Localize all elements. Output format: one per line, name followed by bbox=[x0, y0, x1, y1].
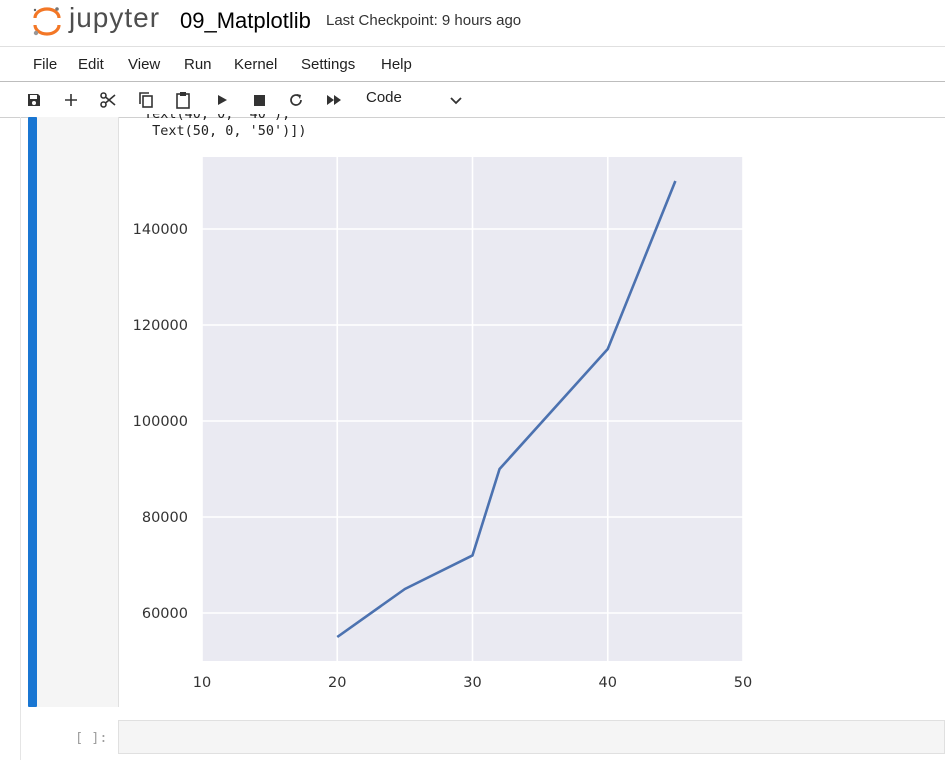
notebook-left-border bbox=[20, 117, 21, 760]
x-tick-label: 40 bbox=[599, 675, 617, 691]
x-tick-label: 10 bbox=[193, 675, 211, 691]
grid-lines bbox=[201, 157, 744, 661]
series-line bbox=[336, 180, 677, 639]
tick-labels: 10 20 30 40 50 60000 80000 100000 120000 140000 bbox=[133, 222, 753, 691]
chevron-down-icon[interactable] bbox=[448, 92, 464, 108]
menu-bar: File Edit View Run Kernel Settings Help bbox=[0, 47, 945, 82]
output-line: Text(50, 0, '50')]) bbox=[144, 123, 307, 139]
restart-icon[interactable] bbox=[285, 89, 307, 111]
cell-type-select[interactable]: Code bbox=[366, 89, 402, 106]
menu-help[interactable]: Help bbox=[381, 56, 412, 73]
menu-edit[interactable]: Edit bbox=[78, 56, 104, 73]
menu-view[interactable]: View bbox=[128, 56, 161, 73]
paste-icon[interactable] bbox=[172, 89, 194, 111]
cell-output-text: Text(40, 0, '40'), Text(50, 0, '50')]) bbox=[144, 114, 307, 141]
line-chart: 10 20 30 40 50 60000 80000 100000 120000 140000 bbox=[133, 157, 753, 691]
add-icon[interactable] bbox=[60, 89, 82, 111]
notebook-title[interactable]: 09_Matplotlib bbox=[180, 8, 311, 33]
jupyter-logo-icon[interactable] bbox=[30, 4, 64, 38]
app-header: jupyter 09_Matplotlib Last Checkpoint: 9… bbox=[0, 0, 945, 47]
cut-icon[interactable] bbox=[97, 89, 119, 111]
series-lines bbox=[336, 180, 677, 639]
x-tick-label: 20 bbox=[328, 675, 346, 691]
jupyter-wordmark: jupyter bbox=[69, 2, 161, 33]
menu-run[interactable]: Run bbox=[184, 56, 212, 73]
code-cell-input[interactable] bbox=[118, 720, 945, 754]
y-tick-label: 100000 bbox=[133, 414, 188, 430]
x-tick-label: 30 bbox=[463, 675, 481, 691]
output-line-partial: Text(40, 0, '40'), bbox=[144, 114, 307, 121]
notebook-toolbar: Code bbox=[0, 82, 945, 118]
stop-icon[interactable] bbox=[248, 89, 270, 111]
menu-settings[interactable]: Settings bbox=[301, 56, 356, 73]
checkpoint-status: Last Checkpoint: 9 hours ago bbox=[326, 12, 522, 29]
x-tick-label: 50 bbox=[734, 675, 752, 691]
y-tick-label: 140000 bbox=[133, 222, 188, 238]
fast-forward-icon[interactable] bbox=[323, 89, 345, 111]
active-cell-indicator[interactable] bbox=[28, 117, 37, 707]
menu-kernel[interactable]: Kernel bbox=[234, 56, 278, 73]
cell-prompt: [ ]: bbox=[75, 730, 108, 746]
y-tick-label: 60000 bbox=[142, 606, 188, 622]
y-tick-label: 120000 bbox=[133, 318, 188, 334]
run-icon[interactable] bbox=[211, 89, 233, 111]
cell-prompt-area[interactable] bbox=[37, 117, 119, 707]
menu-file[interactable]: File bbox=[33, 56, 58, 73]
copy-icon[interactable] bbox=[135, 89, 157, 111]
y-tick-label: 80000 bbox=[142, 510, 188, 526]
save-icon[interactable] bbox=[23, 89, 45, 111]
